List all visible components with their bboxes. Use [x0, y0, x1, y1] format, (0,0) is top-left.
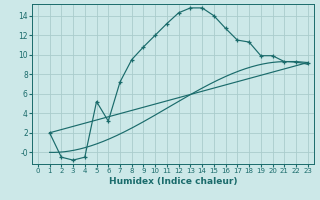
- X-axis label: Humidex (Indice chaleur): Humidex (Indice chaleur): [108, 177, 237, 186]
